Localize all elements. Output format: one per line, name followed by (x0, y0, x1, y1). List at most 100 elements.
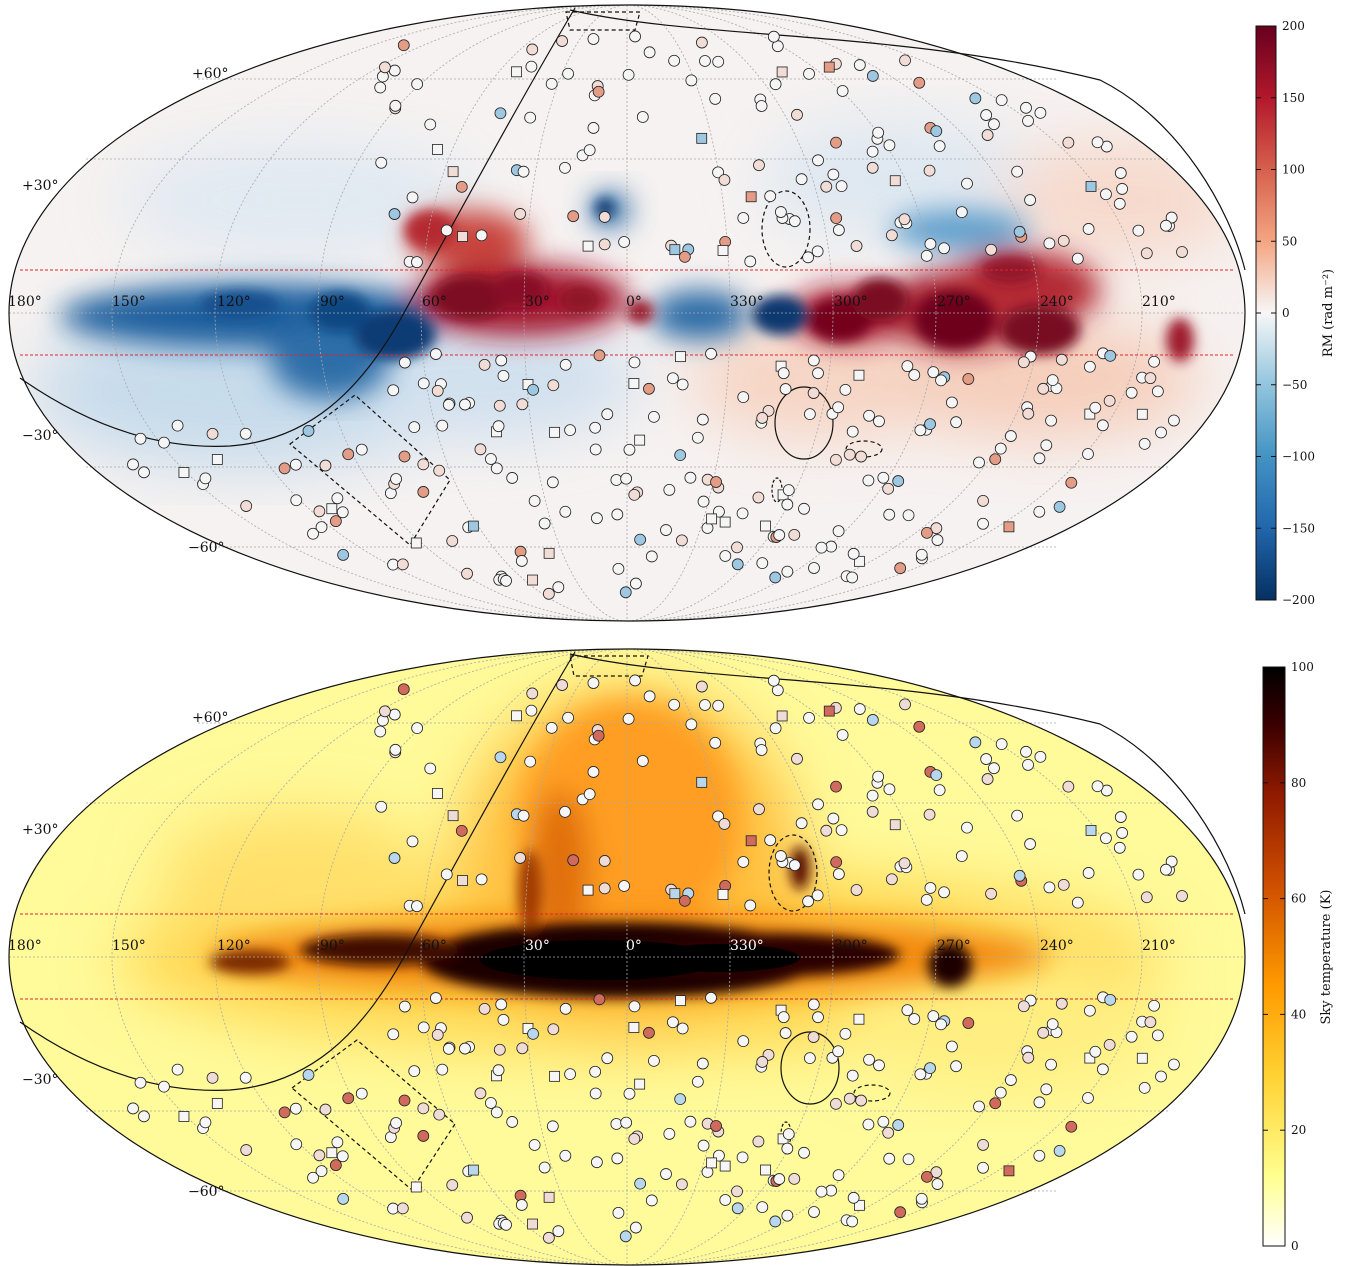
source-marker-circle (781, 1142, 794, 1155)
source-marker-circle (807, 387, 820, 399)
source-marker-circle (406, 835, 419, 848)
source-marker-circle (855, 450, 867, 463)
source-marker-circle (611, 508, 624, 521)
source-marker-circle (278, 1106, 291, 1119)
source-marker-circle (648, 1054, 660, 1067)
source-marker-circle (684, 1115, 697, 1128)
source-marker-circle (1113, 197, 1126, 210)
source-marker-circle (830, 136, 842, 149)
source-marker-square (717, 889, 729, 900)
source-marker-circle (921, 1170, 933, 1183)
temperature-map-border (8, 648, 1246, 1266)
source-marker-circle (645, 550, 658, 563)
colorbar-tick-label: −150 (1282, 521, 1315, 535)
source-marker-circle (538, 517, 551, 530)
temperature-markers (127, 674, 1188, 1244)
source-marker-square (696, 132, 708, 144)
rm-lon-label: 30° (525, 294, 550, 310)
source-marker-circle (830, 1097, 842, 1110)
source-marker-circle (1100, 832, 1112, 845)
source-marker-circle (913, 720, 926, 733)
temperature-lon-label: 30° (525, 938, 550, 954)
source-marker-circle (417, 1021, 430, 1034)
source-marker-circle (1017, 1000, 1030, 1013)
temperature-colorbar-gradient (1262, 666, 1286, 1247)
source-marker-circle (527, 1027, 539, 1040)
colorbar-tick-label: 20 (1291, 1123, 1306, 1137)
source-marker-circle (461, 1211, 473, 1224)
source-marker-circle (660, 524, 672, 536)
source-marker-circle (589, 1065, 602, 1078)
source-marker-circle (408, 1065, 421, 1077)
source-marker-circle (873, 415, 885, 428)
source-marker-circle (788, 859, 801, 872)
source-marker-circle (674, 449, 687, 462)
source-marker-circle (1168, 1058, 1180, 1071)
source-marker-circle (440, 868, 453, 881)
source-marker-circle (827, 168, 840, 181)
source-marker-circle (1053, 501, 1066, 513)
source-marker-circle (396, 558, 409, 571)
source-marker-circle (862, 1118, 875, 1131)
source-marker-circle (980, 109, 993, 121)
source-marker-circle (901, 1004, 914, 1017)
source-marker-circle (962, 1017, 975, 1029)
source-marker-circle (988, 762, 1000, 775)
source-marker-circle (815, 541, 828, 554)
source-marker-circle (808, 1206, 820, 1218)
source-marker-circle (138, 466, 150, 479)
rm-lat-label: +30° (22, 178, 59, 194)
source-marker-circle (1082, 448, 1094, 460)
source-marker-circle (832, 401, 845, 414)
source-marker-circle (431, 384, 444, 397)
source-marker-square (1136, 1052, 1148, 1064)
source-marker-circle (933, 784, 946, 797)
rm-lon-label: 60° (422, 294, 447, 310)
source-marker-circle (1082, 867, 1095, 879)
source-marker-circle (547, 379, 560, 392)
source-marker-square (211, 1098, 223, 1109)
source-marker-circle (989, 1097, 1002, 1110)
source-marker-circle (411, 900, 423, 913)
source-marker-circle (898, 213, 911, 226)
source-marker-circle (492, 420, 505, 433)
source-marker-circle (630, 1221, 642, 1234)
source-marker-circle (695, 36, 708, 49)
temperature-lon-label: 300° (834, 938, 868, 954)
source-marker-circle (567, 854, 580, 867)
rm-region-outlines (19, 7, 1246, 546)
source-marker-circle (866, 805, 879, 818)
source-marker-circle (528, 495, 541, 507)
source-marker-circle (712, 55, 725, 68)
source-marker-circle (1104, 993, 1117, 1006)
source-marker-square (543, 547, 555, 559)
source-marker-circle (961, 177, 973, 190)
source-marker-circle (1024, 838, 1036, 850)
source-marker-circle (424, 762, 437, 775)
source-marker-circle (1155, 426, 1167, 439)
source-marker-circle (1057, 878, 1070, 891)
source-marker-square (628, 378, 640, 389)
source-marker-circle (527, 383, 539, 396)
source-marker-circle (319, 459, 332, 472)
source-marker-circle (559, 805, 571, 818)
source-marker-square (776, 66, 788, 78)
source-marker-circle (691, 431, 704, 444)
source-marker-circle (598, 211, 611, 223)
source-marker-circle (240, 500, 253, 512)
source-marker-circle (815, 1185, 828, 1198)
colorbar-tick-label: 60 (1291, 892, 1306, 906)
source-marker-square (853, 369, 865, 381)
source-marker-circle (1017, 356, 1030, 369)
source-marker-circle (623, 1087, 636, 1100)
source-marker-square (511, 66, 522, 78)
source-marker-circle (1096, 419, 1109, 432)
source-marker-square (432, 788, 443, 799)
source-marker-circle (398, 450, 411, 463)
source-marker-square (467, 1164, 479, 1176)
source-marker-circle (290, 1138, 303, 1151)
source-marker-circle (923, 808, 936, 821)
source-marker-circle (950, 416, 963, 429)
source-marker-circle (773, 1173, 786, 1185)
source-marker-circle (313, 505, 326, 518)
